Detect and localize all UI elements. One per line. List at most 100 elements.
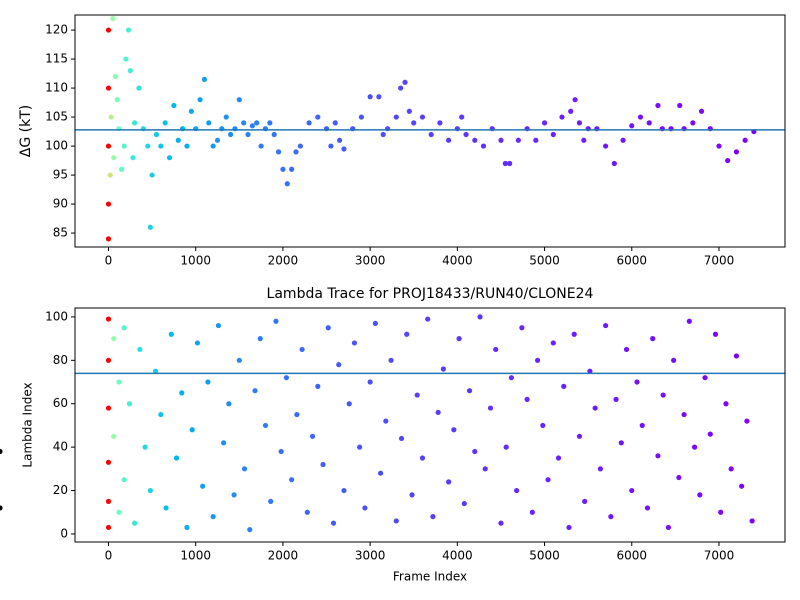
data-point [145,143,151,149]
data-point [121,325,127,331]
data-point [545,477,551,483]
data-point [576,120,583,126]
data-point [358,114,365,120]
data-point [275,149,282,155]
data-point [430,514,436,520]
data-point [393,518,399,524]
data-point [698,108,705,114]
data-point [320,461,326,468]
data-point [707,431,713,437]
data-point [258,143,264,149]
data-point [367,379,373,385]
data-point [702,375,708,381]
data-point [257,336,263,342]
data-point [328,143,334,149]
data-point [503,444,509,450]
data-point [116,379,122,385]
data-point [459,114,465,120]
data-point [267,120,273,126]
data-point [227,131,234,138]
data-point [236,97,242,103]
data-point [587,368,593,374]
data-point [697,492,703,498]
x-axis-label: Frame Index [393,570,467,584]
data-point [118,166,125,172]
data-point [650,336,656,342]
data-point [749,518,755,524]
data-point [572,97,578,103]
data-point [105,498,112,505]
data-point [425,316,431,322]
data-point [137,346,143,353]
data-point [337,137,343,143]
data-point [608,514,614,520]
y-tick-label: 120 [45,23,68,37]
data-point [419,455,426,461]
data-point [676,474,682,481]
data-point [742,137,748,143]
data-point [299,346,305,353]
data-point [108,114,114,120]
data-point [294,411,300,418]
data-point [188,108,194,114]
data-point [315,114,321,120]
data-point [105,316,112,322]
data-point [127,68,133,74]
y-tick-label: 100 [45,139,68,153]
data-point [123,56,129,62]
data-point [388,357,394,363]
x-tick-label: 0 [105,254,113,268]
x-tick-label: 0 [105,549,113,563]
data-point [561,383,567,389]
data-point [289,477,295,483]
data-point [472,137,478,143]
data-point [341,487,347,494]
data-point [515,137,521,143]
data-point [446,479,452,485]
data-point [629,123,635,129]
data-point [398,85,404,91]
data-point [142,444,148,450]
data-point [121,143,127,149]
data-point [166,155,173,161]
data-point [107,172,113,178]
data-point [325,325,331,331]
data-point [716,143,722,149]
data-point [533,137,539,143]
data-point [153,131,160,138]
data-point [247,527,253,533]
x-tick-label: 7000 [704,254,735,268]
data-point [116,509,122,515]
data-point [671,357,677,363]
x-tick-label: 4000 [442,549,473,563]
data-point [362,505,368,511]
data-point [111,336,117,342]
data-point [655,453,661,459]
data-point [184,524,190,531]
y-tick-label: 95 [53,168,68,182]
data-point [114,97,120,103]
data-point [111,433,117,439]
data-point [189,427,195,433]
data-point [271,131,277,138]
data-point [502,160,508,167]
data-point [105,524,112,531]
data-point [463,131,469,138]
data-point [226,401,232,407]
data-point [171,102,177,109]
data-point [0,505,3,511]
data-point [428,131,434,138]
data-point [718,509,724,515]
data-point [540,422,546,429]
data-point [210,514,216,520]
data-point [402,79,408,85]
data-point [411,120,417,126]
data-point [406,108,412,114]
data-point [644,505,651,511]
data-point [158,411,164,418]
data-point [498,520,504,526]
data-point [603,322,609,329]
data-point [125,27,132,33]
data-point [105,405,112,411]
